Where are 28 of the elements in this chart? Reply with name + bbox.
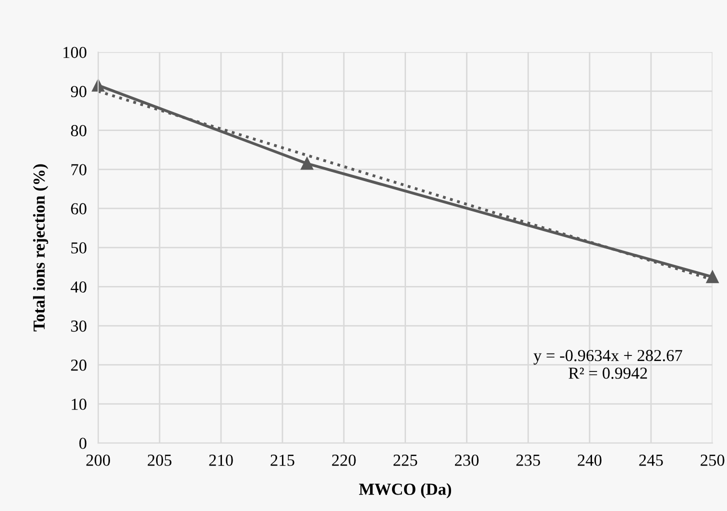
annotation: y = -0.9634x + 282.67 xyxy=(534,350,682,365)
y-tick-label: 0 xyxy=(79,438,86,449)
point xyxy=(706,270,719,284)
x-tick-label: 210 xyxy=(209,454,233,466)
y-tick-label: 70 xyxy=(71,164,86,176)
x-tick-label: 235 xyxy=(516,454,540,466)
y-tick-label: 80 xyxy=(71,125,86,136)
x-axis-title: MWCO (Da) xyxy=(359,483,452,498)
y-tick-label: 30 xyxy=(71,320,86,332)
y-axis-title: Total ions rejection (%) xyxy=(33,164,48,332)
y-tick-label: 90 xyxy=(70,86,86,98)
y-tick-label: 60 xyxy=(71,203,86,214)
x-tick-label: 245 xyxy=(639,454,663,466)
x-tick-label: 205 xyxy=(148,454,172,466)
point xyxy=(300,157,314,170)
y-tick-label: 40 xyxy=(70,281,86,293)
x-tick-label: 225 xyxy=(394,454,418,466)
x-tick-label: 200 xyxy=(86,454,110,466)
x-tick-label: 230 xyxy=(454,454,479,466)
y-tick-label: 10 xyxy=(72,398,86,410)
y-tick-label: 20 xyxy=(71,360,86,371)
x-tick-label: 250 xyxy=(700,454,724,466)
annotation: R² = 0.9942 xyxy=(568,368,647,379)
x-tick-label: 220 xyxy=(332,454,356,466)
y-tick-label: 50 xyxy=(71,242,86,254)
x-tick-label: 215 xyxy=(270,454,294,466)
y-tick-label: 100 xyxy=(64,46,86,58)
x-tick-label: 240 xyxy=(578,454,602,466)
